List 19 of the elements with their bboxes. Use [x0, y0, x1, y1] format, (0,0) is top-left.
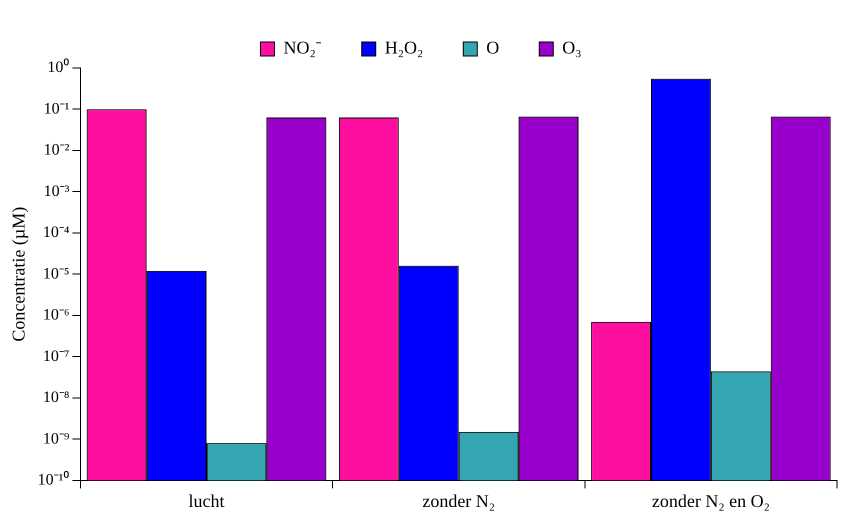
legend-label: O — [486, 38, 500, 58]
y-tick-label: 10⁻⁷ — [42, 348, 70, 365]
legend-label: H₂O₂ — [384, 38, 424, 58]
legend-label: O₃ — [562, 38, 582, 58]
y-tick-label: 10⁻² — [44, 142, 70, 159]
y-tick-label: 10⁻⁸ — [42, 389, 70, 406]
y-tick-label: 10⁻⁶ — [42, 306, 70, 324]
legend-label: NO₂⁻ — [283, 38, 322, 58]
y-tick-label: 10⁰ — [47, 58, 70, 76]
y-axis-title: Concentratie (µM) — [8, 206, 29, 342]
x-tick-label: lucht — [188, 490, 224, 511]
y-tick-label: 10⁻¹ — [44, 100, 70, 118]
x-tick-label: zonder N₂ en O₂ — [652, 490, 770, 511]
y-tick-label: 10⁻³ — [44, 182, 70, 200]
y-tick-label: 10⁻⁴ — [42, 224, 70, 242]
y-tick-label: 10⁻⁵ — [42, 265, 70, 282]
y-tick-label: 10⁻⁹ — [42, 430, 70, 448]
y-tick-label: 10⁻¹⁰ — [38, 470, 70, 489]
x-tick-label: zonder N₂ — [422, 490, 496, 511]
